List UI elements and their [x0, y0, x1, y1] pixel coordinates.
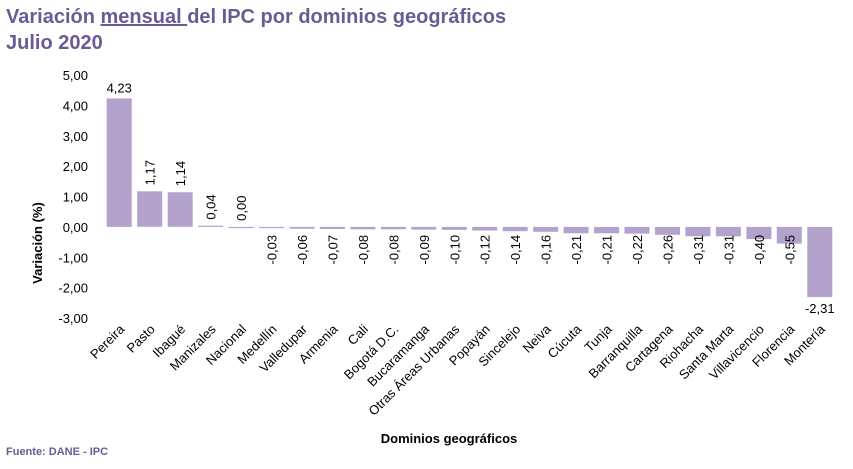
data-label: -0,21 — [569, 235, 584, 265]
title-part-1: Variación — [6, 6, 101, 28]
data-label: 0,00 — [234, 196, 249, 221]
bar — [502, 226, 528, 232]
title-underlined-word: mensual — [100, 6, 188, 28]
bar — [472, 226, 498, 231]
bar — [228, 226, 254, 229]
bar — [106, 98, 132, 227]
bar — [715, 226, 741, 237]
data-label: -0,03 — [265, 235, 280, 265]
bar — [259, 226, 284, 229]
x-axis-categories: PereiraPastoIbaguéManizalesNacionalMedel… — [87, 321, 828, 418]
data-label: -0,12 — [478, 235, 493, 265]
title-line: Variación mensual del IPC por dominios g… — [6, 4, 506, 30]
y-tick-label: -2,00 — [58, 281, 88, 296]
data-label: -0,09 — [417, 235, 432, 265]
data-label: -0,26 — [660, 235, 675, 265]
bar — [441, 226, 467, 230]
bar — [289, 226, 315, 229]
bar — [746, 226, 772, 240]
y-tick-label: 0,00 — [63, 220, 88, 235]
bar — [137, 191, 163, 227]
bar — [685, 226, 711, 237]
y-tick-label: -1,00 — [58, 250, 88, 265]
data-label: 1,14 — [173, 161, 188, 186]
chart-title: Variación mensual del IPC por dominios g… — [6, 4, 506, 56]
chart-subtitle: Julio 2020 — [6, 32, 103, 54]
data-label: 0,04 — [204, 194, 219, 219]
y-axis: 5,00 4,00 3,00 2,00 1,00 0,00 -1,00 -2,00 -3,00 — [58, 68, 88, 326]
bar — [655, 226, 680, 235]
bar — [594, 226, 620, 234]
data-label: -0,31 — [691, 235, 706, 265]
data-label: -0,06 — [295, 235, 310, 265]
bar — [776, 226, 802, 244]
data-label: -0,31 — [721, 235, 736, 265]
bar — [807, 226, 833, 298]
bar — [350, 226, 376, 230]
data-label: -2,31 — [805, 301, 835, 316]
data-label: -0,22 — [630, 235, 645, 265]
y-tick-label: 3,00 — [63, 129, 88, 144]
bar — [380, 226, 406, 230]
bar — [167, 192, 193, 227]
bar — [319, 226, 345, 229]
y-tick-label: 2,00 — [63, 159, 88, 174]
bars — [106, 98, 833, 298]
y-tick-label: 5,00 — [63, 68, 88, 83]
x-category-label: Cúcuta — [544, 321, 584, 361]
data-label: 4,23 — [107, 80, 132, 95]
data-label: -0,40 — [752, 235, 767, 265]
y-tick-label: -3,00 — [58, 311, 88, 326]
data-label: -0,16 — [539, 235, 554, 265]
y-tick-label: 4,00 — [63, 98, 88, 113]
data-label: -0,55 — [782, 235, 797, 265]
bar — [533, 226, 559, 232]
x-category-label: Pereira — [87, 321, 128, 362]
data-label: -0,08 — [386, 235, 401, 265]
bar — [198, 225, 224, 227]
y-axis-title: Variación (%) — [30, 202, 45, 284]
data-labels: 4,23 1,17 1,14 0,04 0,00 -0,03 -0,06 -0,07 -0,08… — [107, 80, 835, 316]
data-label: -0,07 — [325, 235, 340, 265]
data-label: -0,21 — [600, 235, 615, 265]
x-axis-title: Dominios geográficos — [381, 431, 518, 446]
bar — [624, 226, 650, 234]
bar — [563, 226, 589, 234]
data-label: -0,10 — [447, 235, 462, 265]
data-label: 1,17 — [143, 160, 158, 185]
y-tick-label: 1,00 — [63, 190, 88, 205]
source-note: Fuente: DANE - IPC — [6, 446, 109, 458]
data-label: -0,08 — [356, 235, 371, 265]
title-part-2: del IPC por dominios geográficos — [187, 6, 507, 28]
data-label: -0,14 — [508, 235, 523, 265]
bar — [411, 226, 437, 230]
